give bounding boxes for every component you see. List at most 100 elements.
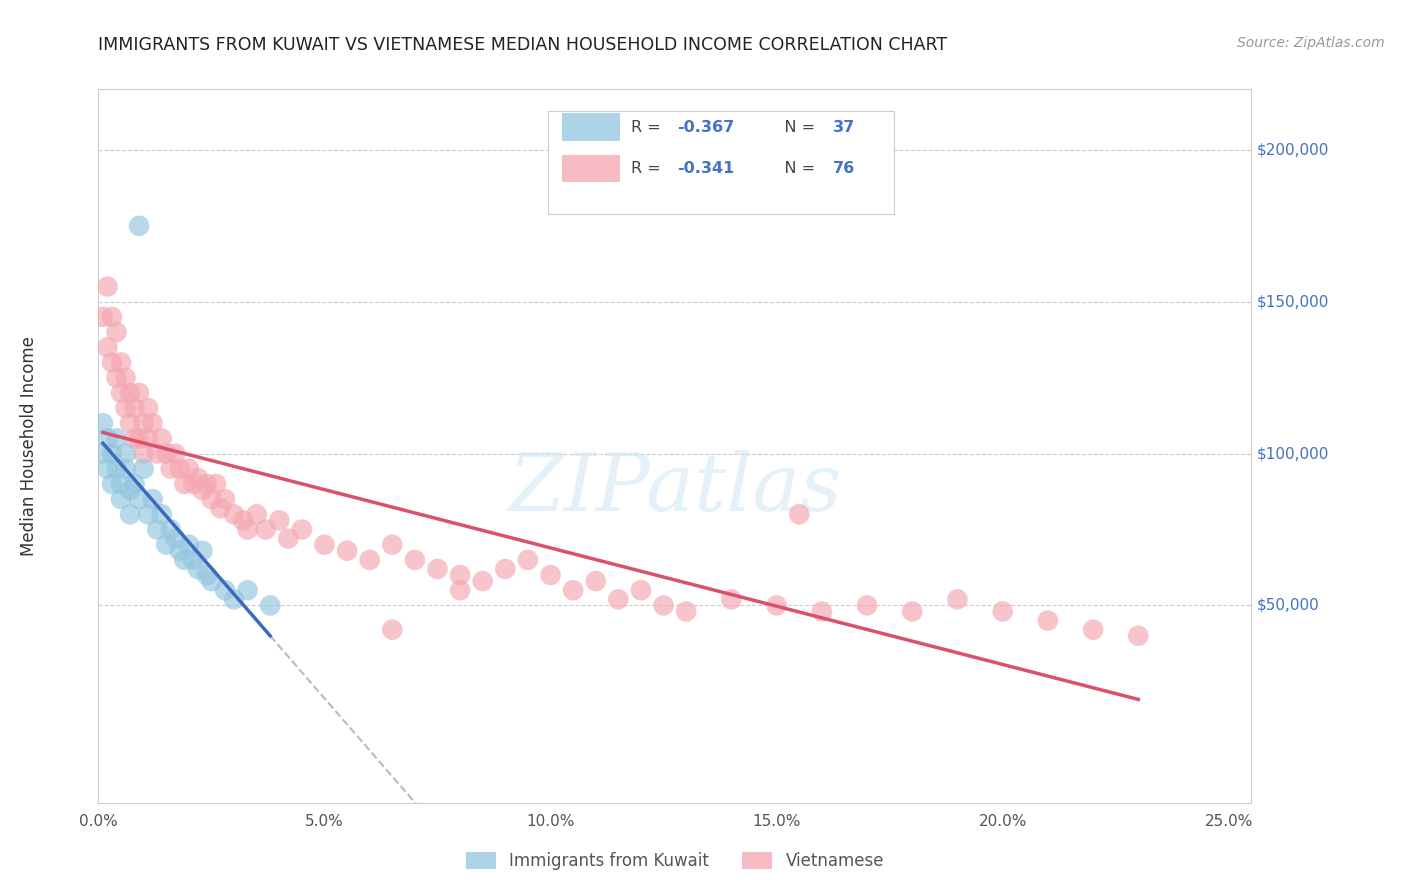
Point (1081, 623, 1104, 637)
Point (124, 401, 146, 415)
Point (101, 477, 124, 491)
Point (177, 538, 200, 552)
Point (494, 562, 516, 576)
Text: $100,000: $100,000 (1257, 446, 1330, 461)
Point (169, 462, 191, 476)
Point (562, 583, 585, 598)
Point (146, 447, 169, 461)
Text: R =: R = (631, 161, 666, 176)
Point (132, 416, 155, 430)
Point (1128, 629, 1150, 643)
Text: $200,000: $200,000 (1257, 143, 1330, 157)
Point (314, 538, 336, 552)
Point (136, 401, 159, 415)
Point (765, 599, 787, 613)
Point (114, 370, 136, 384)
Point (165, 532, 187, 546)
Point (96, 279, 118, 293)
Text: $50,000: $50,000 (1257, 598, 1320, 613)
Point (856, 599, 879, 613)
Point (173, 553, 195, 567)
Text: N =: N = (769, 120, 821, 135)
Point (124, 431, 146, 445)
Point (101, 447, 124, 461)
Point (516, 553, 538, 567)
Point (132, 447, 155, 461)
Point (142, 416, 165, 430)
Point (195, 477, 218, 491)
Point (173, 477, 195, 491)
Point (132, 462, 155, 476)
Point (720, 592, 742, 607)
Point (214, 492, 236, 507)
Point (142, 492, 165, 507)
Point (114, 462, 136, 476)
Point (222, 592, 245, 607)
Point (426, 562, 449, 576)
Point (1036, 614, 1059, 628)
Point (449, 568, 471, 582)
Point (128, 492, 150, 507)
Text: -0.341: -0.341 (678, 161, 734, 176)
Point (120, 508, 142, 522)
Point (449, 583, 471, 598)
Point (277, 532, 299, 546)
Point (195, 568, 218, 582)
Point (191, 483, 214, 497)
Point (105, 462, 128, 476)
Point (110, 477, 132, 491)
Point (120, 385, 142, 400)
Point (187, 562, 209, 576)
Point (200, 492, 222, 507)
Point (540, 568, 562, 582)
FancyBboxPatch shape (562, 113, 620, 141)
Point (209, 501, 232, 516)
Point (471, 574, 494, 588)
Point (214, 583, 236, 598)
Point (159, 523, 181, 537)
Point (101, 355, 124, 369)
Point (110, 385, 132, 400)
Text: 76: 76 (832, 161, 855, 176)
Point (630, 583, 652, 598)
Point (165, 447, 187, 461)
Text: Median Household Income: Median Household Income (20, 336, 38, 556)
Point (205, 477, 228, 491)
Point (811, 605, 834, 619)
Point (381, 538, 404, 552)
Point (381, 623, 404, 637)
Point (607, 592, 630, 607)
Text: -0.367: -0.367 (678, 120, 734, 135)
Point (96, 431, 118, 445)
Point (259, 599, 281, 613)
Text: Source: ZipAtlas.com: Source: ZipAtlas.com (1237, 36, 1385, 50)
Point (155, 447, 177, 461)
Point (177, 462, 200, 476)
Point (114, 401, 136, 415)
Point (91, 416, 114, 430)
FancyBboxPatch shape (548, 111, 894, 214)
Point (150, 508, 173, 522)
Point (946, 592, 969, 607)
Point (191, 543, 214, 558)
Point (105, 370, 128, 384)
Point (128, 385, 150, 400)
Legend: Immigrants from Kuwait, Vietnamese: Immigrants from Kuwait, Vietnamese (458, 845, 891, 877)
Point (96, 462, 118, 476)
Point (159, 462, 181, 476)
Text: 37: 37 (832, 120, 855, 135)
Point (105, 325, 128, 339)
Point (236, 583, 259, 598)
Text: ZIPatlas: ZIPatlas (508, 450, 842, 527)
Point (291, 523, 314, 537)
Point (359, 553, 381, 567)
Point (120, 416, 142, 430)
Point (675, 605, 697, 619)
Point (183, 553, 205, 567)
Point (187, 471, 209, 485)
Point (128, 219, 150, 233)
Point (136, 431, 159, 445)
Text: R =: R = (631, 120, 666, 135)
Point (200, 574, 222, 588)
Point (336, 543, 359, 558)
